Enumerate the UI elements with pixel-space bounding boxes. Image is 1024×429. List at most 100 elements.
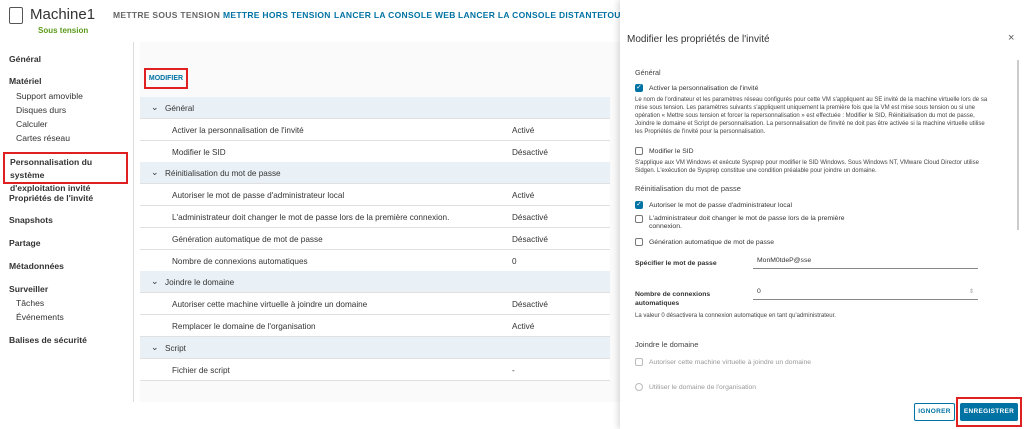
specifier-label: Spécifier le mot de passe xyxy=(635,260,717,267)
row-value: Désactivé xyxy=(512,300,548,310)
row-value: Activé xyxy=(512,125,535,135)
vm-icon xyxy=(9,7,23,24)
table-row: Modifier le SID Désactivé xyxy=(140,140,610,163)
autoriser-checkbox[interactable]: ✓ Autoriser le mot de passe d'administrat… xyxy=(635,201,792,209)
vm-status: Sous tension xyxy=(38,26,89,35)
row-value: - xyxy=(512,365,515,375)
autoriser-label: Autoriser le mot de passe d'administrate… xyxy=(649,201,792,209)
section-label: Joindre le domaine xyxy=(165,278,235,288)
perso-line2: d'exploitation invité xyxy=(10,183,91,193)
utiliser-radio[interactable]: Utiliser le domaine de l'organisation xyxy=(635,383,756,391)
modifier-button[interactable]: MODIFIER xyxy=(144,68,188,89)
section-row[interactable]: ⌄ Réinitialisation du mot de passe xyxy=(140,162,610,185)
section-label: Réinitialisation du mot de passe xyxy=(165,169,281,179)
row-value: Désactivé xyxy=(512,147,548,157)
row-label: Modifier le SID xyxy=(172,147,226,157)
section-row[interactable]: ⌄ Joindre le domaine xyxy=(140,271,610,294)
table-row: Autoriser cette machine virtuelle à join… xyxy=(140,293,610,316)
perso-line1: Personnalisation du système xyxy=(10,157,93,180)
row-value: Désactivé xyxy=(512,213,548,222)
section-label: Script xyxy=(165,343,186,353)
table-row: Activer la personnalisation de l'invité A… xyxy=(140,118,610,141)
row-label: L'administrateur doit changer le mot de … xyxy=(172,213,450,222)
close-icon[interactable]: × xyxy=(1008,32,1015,44)
table-row: Fichier de script - xyxy=(140,358,610,381)
sidebar-item-calculer[interactable]: Calculer xyxy=(16,119,48,129)
row-label: Génération automatique de mot de passe xyxy=(172,234,323,244)
row-label: Activer la personnalisation de l'invité xyxy=(172,125,304,135)
remote-console-button[interactable]: LANCER LA CONSOLE DISTANTE xyxy=(458,10,604,20)
row-value: 0 xyxy=(512,256,517,266)
table-row: Autoriser le mot de passe d'administrate… xyxy=(140,184,610,207)
row-label: Fichier de script xyxy=(172,365,230,375)
connexions-input[interactable]: 0 ⇕ xyxy=(753,288,978,300)
sid-description: S'applique aux VM Windows et exécute Sys… xyxy=(635,160,979,174)
chevron-down-icon: ⌄ xyxy=(151,167,159,178)
connexions-description: La valeur 0 désactivera la connexion aut… xyxy=(635,313,836,319)
chevron-down-icon: ⌄ xyxy=(151,276,159,287)
sidebar-item-evenements[interactable]: Événements xyxy=(16,312,64,322)
row-value: Activé xyxy=(512,322,535,331)
generation-label: Génération automatique de mot de passe xyxy=(649,238,775,246)
activer-description: Le nom de l'ordinateur et les paramètres… xyxy=(635,97,988,135)
sid-label: Modifier le SID xyxy=(649,147,694,155)
activer-label: Activer la personnalisation de l'invité xyxy=(649,84,759,92)
row-value: Désactivé xyxy=(512,234,548,244)
connexions-label: Nombre de connexions automatiques xyxy=(635,291,711,307)
table-row: Génération automatique de mot de passe Dé… xyxy=(140,227,610,250)
joindre-checkbox[interactable]: Autoriser cette machine virtuelle à join… xyxy=(635,358,811,366)
table-row: Nombre de connexions automatiques 0 xyxy=(140,249,610,272)
stepper-icon[interactable]: ⇕ xyxy=(968,289,974,295)
sidebar-item-balises[interactable]: Balises de sécurité xyxy=(9,335,87,345)
sidebar-item-surveiller[interactable]: Surveiller xyxy=(9,284,49,294)
chevron-down-icon: ⌄ xyxy=(151,102,159,112)
section-label: Général xyxy=(165,104,195,113)
power-on-button[interactable]: METTRE SOUS TENSION xyxy=(113,10,221,20)
vm-name: Machine1 xyxy=(30,6,96,23)
joindre-label: Autoriser cette machine virtuelle à join… xyxy=(649,358,812,366)
connexions-value: 0 xyxy=(757,288,761,295)
sidebar-item-partage[interactable]: Partage xyxy=(9,238,41,248)
enregistrer-button[interactable]: ENREGISTRER xyxy=(960,403,1018,421)
row-label: Remplacer le domaine de l'organisation xyxy=(172,322,316,331)
main-content: MODIFIER ⌄ Général Activer la personnalisa… xyxy=(140,42,620,402)
power-off-button[interactable]: METTRE HORS TENSION xyxy=(223,10,331,20)
section-general: Général xyxy=(635,68,661,77)
web-console-button[interactable]: LANCER LA CONSOLE WEB xyxy=(334,10,456,20)
sidebar-item-personnalisation[interactable]: Personnalisation du système d'exploitatio… xyxy=(3,152,128,193)
changer-checkbox[interactable]: L'administrateur doit changer le mot de … xyxy=(635,215,850,231)
sid-checkbox[interactable]: Modifier le SID xyxy=(635,147,694,155)
ignorer-button[interactable]: IGNORER xyxy=(914,403,955,421)
sidebar-item-materiel[interactable]: Matériel xyxy=(9,76,42,86)
modifier-label: MODIFIER xyxy=(148,75,184,82)
section-row[interactable]: ⌄ Général xyxy=(140,97,610,119)
panel-title: Modifier les propriétés de l'invité xyxy=(627,34,770,45)
chevron-down-icon: ⌄ xyxy=(151,341,159,352)
sidebar-item-proprietes[interactable]: Propriétés de l'invité xyxy=(9,193,94,203)
sidebar-item-taches[interactable]: Tâches xyxy=(16,298,45,308)
sidebar-item-disques[interactable]: Disques durs xyxy=(16,105,67,115)
sidebar-item-snapshots[interactable]: Snapshots xyxy=(9,215,53,225)
sidebar-item-general[interactable]: Général xyxy=(9,54,42,64)
panel-scrollbar[interactable] xyxy=(1017,60,1019,230)
edit-guest-properties-panel: Modifier les propriétés de l'invité × Gé… xyxy=(620,0,1024,429)
sidebar-item-cartes[interactable]: Cartes réseau xyxy=(16,133,70,143)
row-label: Nombre de connexions automatiques xyxy=(172,256,308,266)
sidebar-divider xyxy=(133,42,134,402)
row-value: Activé xyxy=(512,191,535,201)
sidebar-item-metadonnees[interactable]: Métadonnées xyxy=(9,261,64,271)
table-row: Remplacer le domaine de l'organisation Ac… xyxy=(140,315,610,337)
section-reinit: Réinitialisation du mot de passe xyxy=(635,184,741,193)
password-value: MonM0tdeP@sse xyxy=(757,257,812,264)
password-input[interactable]: MonM0tdeP@sse xyxy=(753,257,978,269)
changer-label: L'administrateur doit changer le mot de … xyxy=(649,215,845,230)
enregistrer-highlight xyxy=(956,397,1022,427)
utiliser-label: Utiliser le domaine de l'organisation xyxy=(649,383,757,391)
sidebar-item-support[interactable]: Support amovible xyxy=(16,91,83,101)
row-label: Autoriser cette machine virtuelle à join… xyxy=(172,300,368,310)
section-joindre: Joindre le domaine xyxy=(635,340,699,349)
generation-checkbox[interactable]: Génération automatique de mot de passe xyxy=(635,238,774,246)
section-row[interactable]: ⌄ Script xyxy=(140,336,610,359)
activer-checkbox[interactable]: ✓ Activer la personnalisation de l'invité xyxy=(635,84,759,92)
table-row: L'administrateur doit changer le mot de … xyxy=(140,206,610,228)
